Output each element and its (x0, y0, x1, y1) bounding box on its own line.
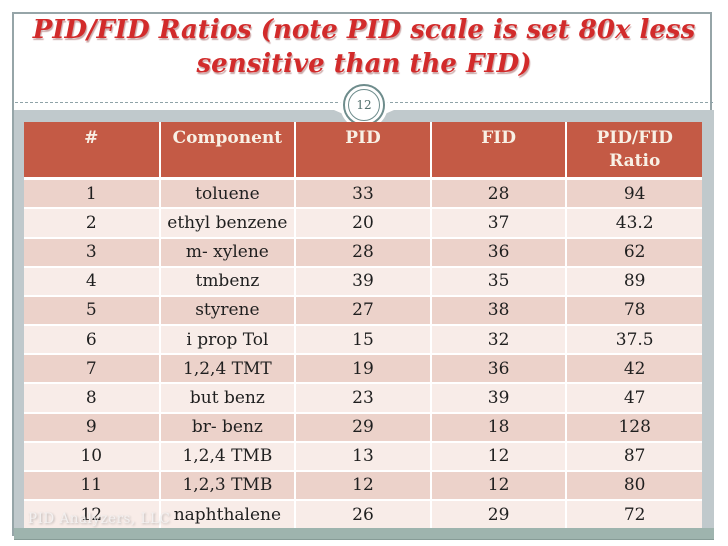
table-cell: ethyl benzene (159, 208, 297, 238)
table-cell: 3 (24, 237, 161, 267)
table-cell: 36 (430, 237, 568, 267)
table-cell: 94 (566, 178, 702, 209)
table-cell: 11 (24, 470, 161, 501)
table-cell: 18 (430, 412, 568, 442)
table-cell: 35 (430, 266, 568, 296)
table-row: 2 ethyl benzene 20 37 43.2 (24, 208, 702, 238)
table-cell: 29 (295, 412, 432, 442)
table-cell: 1 (24, 178, 161, 209)
table-cell: 4 (24, 266, 161, 296)
table-cell: 1,2,4 TMB (159, 441, 297, 471)
table-cell: i prop Tol (159, 325, 297, 355)
table-cell: 47 (566, 383, 702, 413)
table-header-cell: PID (295, 122, 432, 179)
table-cell: 87 (566, 441, 702, 471)
table-header-row: # Component PID FID PID/FID Ratio (24, 122, 702, 179)
table-cell: 27 (295, 295, 432, 326)
table-cell: 37 (430, 208, 568, 238)
table-cell: 10 (24, 441, 161, 471)
table-cell: but benz (159, 383, 297, 413)
table-cell: 1,2,4 TMT (159, 354, 297, 384)
table-cell: 12 (430, 441, 568, 471)
table-cell: naphthalene (159, 500, 297, 528)
table-cell: 39 (430, 383, 568, 413)
table-row: 10 1,2,4 TMB 13 12 87 (24, 441, 702, 471)
table-cell: 33 (295, 178, 432, 209)
table-cell: m- xylene (159, 237, 297, 267)
table-cell: 12 (24, 500, 161, 528)
table-cell: 9 (24, 412, 161, 442)
table-cell: 36 (430, 354, 568, 384)
table-header-cell: # (24, 122, 161, 179)
table-cell: 20 (295, 208, 432, 238)
table-cell: 72 (566, 500, 702, 528)
table-cell: 32 (430, 325, 568, 355)
table-cell: 15 (295, 325, 432, 355)
table-cell: 26 (295, 500, 432, 528)
table-cell: 37.5 (566, 325, 702, 355)
table-row: 5 styrene 27 38 78 (24, 295, 702, 326)
table-cell: 29 (430, 500, 568, 528)
table-cell: 128 (566, 412, 702, 442)
table-cell: 28 (295, 237, 432, 267)
table-row: 9 br- benz 29 18 128 (24, 412, 702, 442)
table-cell: 1,2,3 TMB (159, 470, 297, 501)
table-row: 8 but benz 23 39 47 (24, 383, 702, 413)
table-cell: 43.2 (566, 208, 702, 238)
table-cell: 19 (295, 354, 432, 384)
watermark: PID Analyzers, LLC (28, 511, 171, 527)
table-cell: 13 (295, 441, 432, 471)
table-row: 4 tmbenz 39 35 89 (24, 266, 702, 296)
table-cell: toluene (159, 178, 297, 209)
table-cell: 12 (430, 470, 568, 501)
table-cell: 28 (430, 178, 568, 209)
table-header-cell: Component (159, 122, 297, 179)
table-cell: 23 (295, 383, 432, 413)
table-cell: 5 (24, 295, 161, 326)
table-cell: 39 (295, 266, 432, 296)
table-cell: 6 (24, 325, 161, 355)
content-band-bottom-strip (14, 528, 714, 540)
pid-fid-ratios-table: # Component PID FID PID/FID Ratio 1 toluene 33… (24, 122, 702, 528)
slide-title-line-1: PID/FID Ratios (note PID scale is set 80… (32, 15, 696, 45)
table-cell: 62 (566, 237, 702, 267)
table-cell: 80 (566, 470, 702, 501)
slide-title: PID/FID Ratios (note PID scale is set 80… (0, 13, 728, 82)
page-number: 12 (348, 89, 380, 121)
table-cell: 12 (295, 470, 432, 501)
table-row: 12 naphthalene 26 29 72 (24, 500, 702, 528)
table-row: 1 toluene 33 28 94 (24, 178, 702, 209)
table-cell: 2 (24, 208, 161, 238)
table-row: 11 1,2,3 TMB 12 12 80 (24, 470, 702, 501)
table-cell: 89 (566, 266, 702, 296)
table-header-cell: FID (430, 122, 568, 179)
table-cell: br- benz (159, 412, 297, 442)
slide-title-line-2: sensitive than the FID) (196, 49, 532, 80)
table-row: 7 1,2,4 TMT 19 36 42 (24, 354, 702, 384)
table-cell: 8 (24, 383, 161, 413)
table-header-cell: PID/FID Ratio (566, 122, 702, 179)
page-number-badge: 12 (343, 84, 385, 126)
table-cell: 42 (566, 354, 702, 384)
table-row: 3 m- xylene 28 36 62 (24, 237, 702, 267)
table-cell: tmbenz (159, 266, 297, 296)
table-cell: 38 (430, 295, 568, 326)
table-cell: 78 (566, 295, 702, 326)
table-cell: 7 (24, 354, 161, 384)
table-cell: styrene (159, 295, 297, 326)
